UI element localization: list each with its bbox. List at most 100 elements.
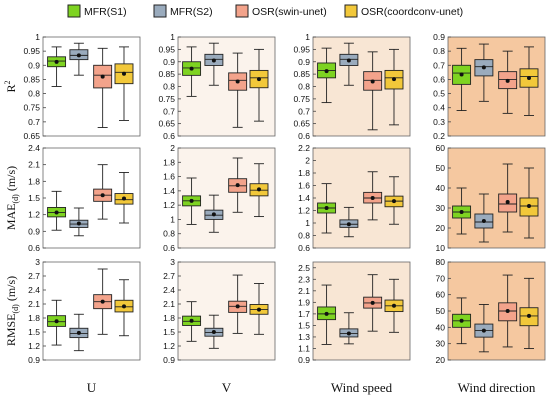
- y-tick-label: 1.2: [298, 206, 310, 216]
- mean-marker: [211, 58, 216, 63]
- panel-2-2: 0.6 0.8 1 1.2 1.4 1.6 1.8 2: [163, 143, 276, 253]
- y-tick-label: 0.75: [158, 94, 175, 104]
- y-tick-label: 1.9: [298, 297, 310, 307]
- box-2: [69, 42, 89, 76]
- box-2: [69, 313, 89, 352]
- panel-1-3: 0.6 0.65 0.7 0.75 0.8 0.85 0.9 0.95 1: [293, 32, 411, 141]
- mean-marker: [256, 307, 261, 312]
- mean-marker: [526, 313, 531, 318]
- panel-1-1: 0.65 0.7 0.75 0.8 0.85 0.9 0.95 1: [23, 32, 141, 141]
- y-tick-label: 1.3: [298, 332, 310, 342]
- box-3: [228, 274, 248, 334]
- mean-marker: [324, 311, 329, 316]
- box-1: [47, 190, 67, 231]
- column-label: Wind direction: [458, 380, 536, 395]
- box-4: [249, 283, 269, 335]
- y-tick-label: 2.4: [28, 143, 40, 153]
- y-tick-label: 1.8: [28, 313, 40, 323]
- box-1: [317, 183, 337, 234]
- y-tick-label: 1.2: [163, 341, 175, 351]
- mean-marker: [346, 331, 351, 336]
- row-label: RMSE(d) (m/s): [4, 276, 20, 346]
- legend-item: MFR(S2): [153, 4, 213, 18]
- box-2: [474, 304, 494, 353]
- y-tick-label: 1.4: [298, 193, 310, 203]
- box-2: [204, 194, 224, 233]
- mean-marker: [235, 304, 240, 309]
- legend-label: OSR(coordconv-unet): [361, 6, 463, 18]
- mean-marker: [324, 206, 329, 210]
- mean-marker: [235, 79, 240, 84]
- mean-marker: [100, 299, 105, 304]
- y-tick-label: 0.7: [298, 106, 310, 116]
- y-tick-label: 2.1: [28, 160, 40, 170]
- mean-marker: [324, 69, 329, 74]
- mean-marker: [189, 318, 194, 323]
- box-4: [519, 277, 539, 350]
- y-tick-label: 1: [170, 32, 175, 42]
- y-tick-label: 0.6: [28, 243, 40, 253]
- mean-marker: [346, 222, 351, 227]
- box-3: [363, 274, 383, 332]
- column-label: U: [87, 380, 97, 395]
- y-tick-label: 1.6: [163, 172, 175, 182]
- y-tick-label: 0.7: [433, 60, 445, 70]
- mean-marker: [346, 58, 351, 63]
- y-tick-label: 0.9: [28, 355, 40, 365]
- mean-marker: [121, 196, 126, 201]
- y-tick-label: 2.1: [28, 299, 40, 309]
- mean-marker: [100, 74, 105, 79]
- panel-3-3: 0.9 1.11.3 1.51.7 1.92.1 2.32.5: [298, 261, 411, 365]
- box-4: [114, 279, 134, 337]
- y-tick-label: 0.5: [433, 89, 445, 99]
- row-label-unit: (m/s): [4, 276, 18, 304]
- mean-marker: [391, 303, 396, 308]
- box-1: [182, 46, 202, 97]
- y-tick-label: 1.8: [298, 168, 310, 178]
- legend-swatch: [153, 4, 167, 18]
- y-tick-label: 0.7: [28, 117, 40, 127]
- y-tick-label: 0.6: [163, 131, 175, 141]
- y-tick-label: 0.8: [298, 82, 310, 92]
- y-tick-label: 0.8: [163, 82, 175, 92]
- box-1: [317, 284, 337, 345]
- mean-marker: [76, 330, 81, 335]
- box-3: [93, 164, 113, 220]
- mean-marker: [481, 328, 486, 333]
- box-1: [452, 297, 472, 345]
- mean-marker: [505, 309, 510, 313]
- mean-marker: [459, 210, 464, 214]
- y-tick-label: 0.2: [433, 131, 445, 141]
- mean-marker: [256, 77, 261, 82]
- mean-marker: [121, 71, 126, 76]
- y-tick-label: 20: [436, 223, 446, 233]
- box-3: [363, 171, 383, 221]
- y-tick-label: 3: [35, 257, 40, 267]
- row-label-sup: 2: [3, 80, 12, 84]
- mean-marker: [76, 221, 81, 226]
- y-tick-label: 1.7: [298, 309, 310, 319]
- y-tick-label: 40: [436, 183, 446, 193]
- y-tick-label: 1.2: [28, 210, 40, 220]
- y-tick-label: 40: [436, 322, 446, 332]
- y-tick-label: 0.8: [298, 231, 310, 241]
- row-label-sub: (d): [11, 304, 20, 314]
- y-tick-label: 1.6: [298, 181, 310, 191]
- y-tick-label: 2.3: [298, 274, 310, 284]
- row-label-main: R: [4, 84, 18, 92]
- y-tick-label: 2.4: [163, 285, 175, 295]
- box-3: [363, 51, 383, 131]
- y-tick-label: 2.1: [163, 299, 175, 309]
- y-tick-label: 1: [305, 218, 310, 228]
- y-tick-label: 1.8: [163, 313, 175, 323]
- row-label: MAE(d) (m/s): [4, 166, 20, 230]
- column-labels: U V Wind speed Wind direction: [87, 380, 536, 395]
- legend-swatch: [344, 4, 358, 18]
- y-tick-label: 0.3: [433, 117, 445, 127]
- y-tick-label: 50: [436, 163, 446, 173]
- legend-label: MFR(S1): [84, 6, 127, 18]
- y-tick-label: 30: [436, 203, 446, 213]
- y-tick-label: 0.9: [298, 355, 310, 365]
- mean-marker: [526, 76, 531, 81]
